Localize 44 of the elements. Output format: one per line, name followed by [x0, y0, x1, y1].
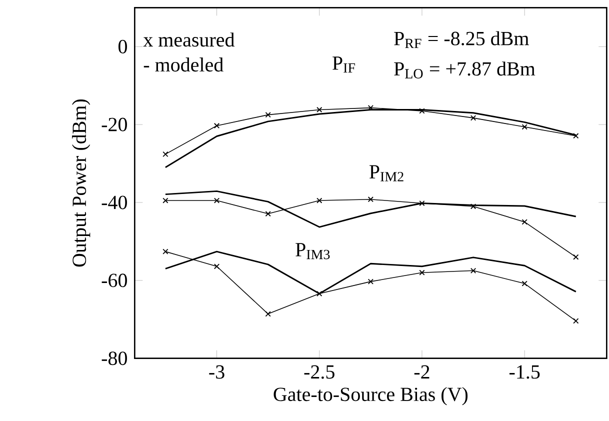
point: [573, 133, 579, 139]
annotation: P$_{LO}$ = +7.87 dBm: [394, 62, 536, 78]
point: [162, 248, 168, 254]
point: [316, 106, 322, 113]
point: [419, 200, 425, 206]
y-tick-label: -80: [102, 352, 127, 366]
x-tick-label: -3: [209, 365, 224, 379]
x-tick-label: -1.5: [509, 365, 540, 379]
point: [470, 204, 476, 210]
y-tick-label: -60: [102, 274, 127, 288]
point: [265, 112, 271, 118]
point: [368, 196, 374, 202]
point: [265, 210, 271, 217]
annotation: P$_{IM2}$: [369, 165, 404, 182]
y-tick-label: -20: [102, 118, 127, 132]
x-tick-label: -2.5: [304, 365, 334, 379]
point: [214, 264, 220, 270]
annotation: P$_{IF}$: [332, 56, 356, 73]
point: [265, 311, 271, 317]
point: [419, 108, 425, 114]
point: [316, 198, 322, 204]
point: [214, 122, 220, 129]
x-tick-label: -2: [414, 365, 430, 379]
point: [470, 115, 476, 121]
point: [573, 254, 579, 260]
point: [522, 124, 528, 130]
point: [522, 219, 528, 225]
point: [368, 278, 374, 284]
y-axis-title: Output Power (dBm): [72, 99, 90, 267]
point: [522, 280, 528, 286]
point: [162, 198, 168, 204]
annotation: P$_{RF}$ = -8.25 dBm: [394, 31, 529, 48]
y-tick-label: -40: [102, 196, 127, 210]
point: [573, 318, 579, 324]
annotation: x measured: [143, 32, 235, 47]
point: [316, 290, 322, 296]
y-tick-label: 0: [118, 40, 127, 54]
annotation: - modeled: [144, 58, 224, 72]
annotation: P$_{IM3}$: [296, 243, 330, 260]
point: [214, 198, 220, 204]
point: [470, 268, 476, 274]
x-axis-title: Gate-to-Source Bias (V): [274, 387, 468, 406]
point: [419, 270, 425, 276]
point: [162, 151, 168, 157]
